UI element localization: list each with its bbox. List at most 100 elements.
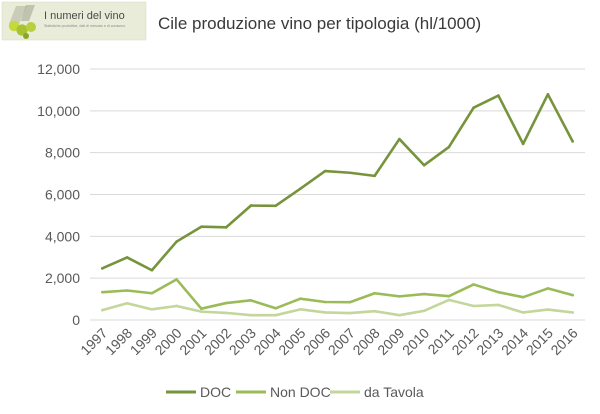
data-point-doc [348, 171, 352, 175]
data-point-doc [101, 267, 104, 270]
data-point-non-doc [422, 292, 426, 296]
y-tick-label: 8,000 [45, 145, 80, 161]
x-tick-label: 2002 [201, 325, 234, 358]
data-point-da-tavola [200, 310, 203, 313]
data-point-doc [447, 145, 451, 149]
data-point-non-doc [398, 295, 401, 298]
y-tick-label: 6,000 [45, 187, 80, 203]
data-point-doc [497, 94, 500, 97]
data-point-da-tavola [422, 309, 426, 313]
data-point-da-tavola [398, 313, 401, 317]
x-tick-label: 2007 [325, 325, 358, 358]
data-point-non-doc [224, 301, 228, 305]
x-tick-label: 2013 [473, 325, 506, 358]
data-point-da-tavola [373, 309, 376, 313]
data-point-da-tavola [472, 304, 475, 308]
y-tick-label: 10,000 [37, 103, 80, 119]
series-line-da-tavola [101, 298, 574, 317]
data-point-non-doc [472, 283, 475, 286]
data-point-doc [150, 268, 154, 272]
data-point-da-tavola [447, 298, 451, 302]
x-tick-label: 2001 [176, 325, 209, 358]
data-point-non-doc [175, 278, 178, 281]
legend-label-da-tavola: da Tavola [364, 384, 424, 400]
data-point-doc [175, 240, 178, 243]
data-point-non-doc [373, 291, 376, 295]
logo-name: I numeri del vino [44, 10, 125, 22]
data-point-da-tavola [224, 311, 228, 315]
data-point-da-tavola [125, 301, 129, 305]
data-point-doc [224, 226, 228, 229]
data-point-da-tavola [175, 304, 178, 308]
x-tick-label: 2004 [250, 325, 283, 358]
y-tick-label: 0 [72, 312, 80, 328]
x-tick-label: 2000 [151, 325, 184, 358]
data-point-non-doc [150, 291, 154, 295]
x-tick-label: 2014 [498, 325, 531, 358]
data-point-doc [472, 106, 475, 109]
x-tick-label: 1998 [102, 325, 135, 358]
data-point-da-tavola [521, 311, 525, 314]
chart-title: Cile produzione vino per tipologia (hl/1… [158, 14, 481, 33]
data-point-doc [521, 142, 525, 146]
data-point-da-tavola [497, 303, 500, 307]
data-point-non-doc [521, 295, 525, 299]
x-tick-label: 2003 [226, 325, 259, 358]
data-point-non-doc [348, 300, 352, 304]
data-point-doc [274, 204, 277, 208]
x-tick-label: 2015 [523, 325, 556, 358]
data-point-non-doc [125, 289, 129, 292]
series-line-doc [101, 93, 574, 272]
data-point-da-tavola [571, 311, 574, 314]
y-tick-label: 4,000 [45, 228, 80, 244]
data-point-da-tavola [150, 308, 154, 311]
legend-label-doc: DOC [200, 384, 231, 400]
logo-tagline: Statistiche produttive, dati di mercato … [44, 24, 125, 28]
series-line-non-doc [101, 278, 574, 311]
x-tick-label: 2006 [300, 325, 333, 358]
data-point-da-tavola [249, 313, 253, 317]
data-point-non-doc [571, 293, 574, 297]
x-tick-label: 2008 [349, 325, 382, 358]
data-point-doc [398, 137, 401, 141]
data-point-doc [546, 93, 550, 96]
data-point-non-doc [299, 297, 302, 300]
data-point-non-doc [546, 287, 550, 290]
x-axis-tick-labels: 1997199819992000200120022003200420052006… [77, 325, 581, 358]
data-point-da-tavola [274, 313, 277, 317]
data-point-non-doc [323, 300, 327, 304]
data-point-doc [373, 174, 376, 178]
logo: I numeri del vino Statistiche produttive… [1, 1, 147, 41]
data-point-da-tavola [348, 311, 352, 315]
data-point-non-doc [274, 306, 277, 310]
data-point-non-doc [249, 299, 253, 302]
data-point-doc [422, 163, 426, 167]
y-axis-tick-labels: 0 2,000 4,000 6,000 8,000 10,000 12,000 [37, 61, 80, 328]
data-point-non-doc [497, 290, 500, 294]
y-tick-label: 2,000 [45, 270, 80, 286]
data-point-non-doc [447, 294, 451, 298]
series-lines [101, 93, 574, 317]
data-point-da-tavola [101, 308, 104, 312]
data-point-non-doc [101, 290, 104, 294]
data-point-doc [125, 256, 129, 259]
x-tick-label: 2005 [275, 325, 308, 358]
x-tick-label: 1999 [127, 325, 160, 358]
x-tick-label: 2016 [547, 325, 580, 358]
data-point-doc [249, 204, 253, 207]
data-point-da-tavola [299, 308, 302, 311]
data-point-doc [299, 187, 302, 190]
legend: DOC Non DOC da Tavola [166, 384, 424, 400]
x-tick-label: 2010 [399, 325, 432, 358]
gridlines [90, 68, 585, 321]
legend-label-non-doc: Non DOC [270, 384, 331, 400]
y-tick-label: 12,000 [37, 61, 80, 77]
data-point-da-tavola [546, 308, 550, 311]
x-tick-label: 2011 [424, 325, 457, 358]
data-point-doc [200, 225, 203, 229]
x-tick-label: 2009 [374, 325, 407, 358]
data-point-doc [323, 169, 327, 173]
data-point-non-doc [200, 307, 203, 311]
